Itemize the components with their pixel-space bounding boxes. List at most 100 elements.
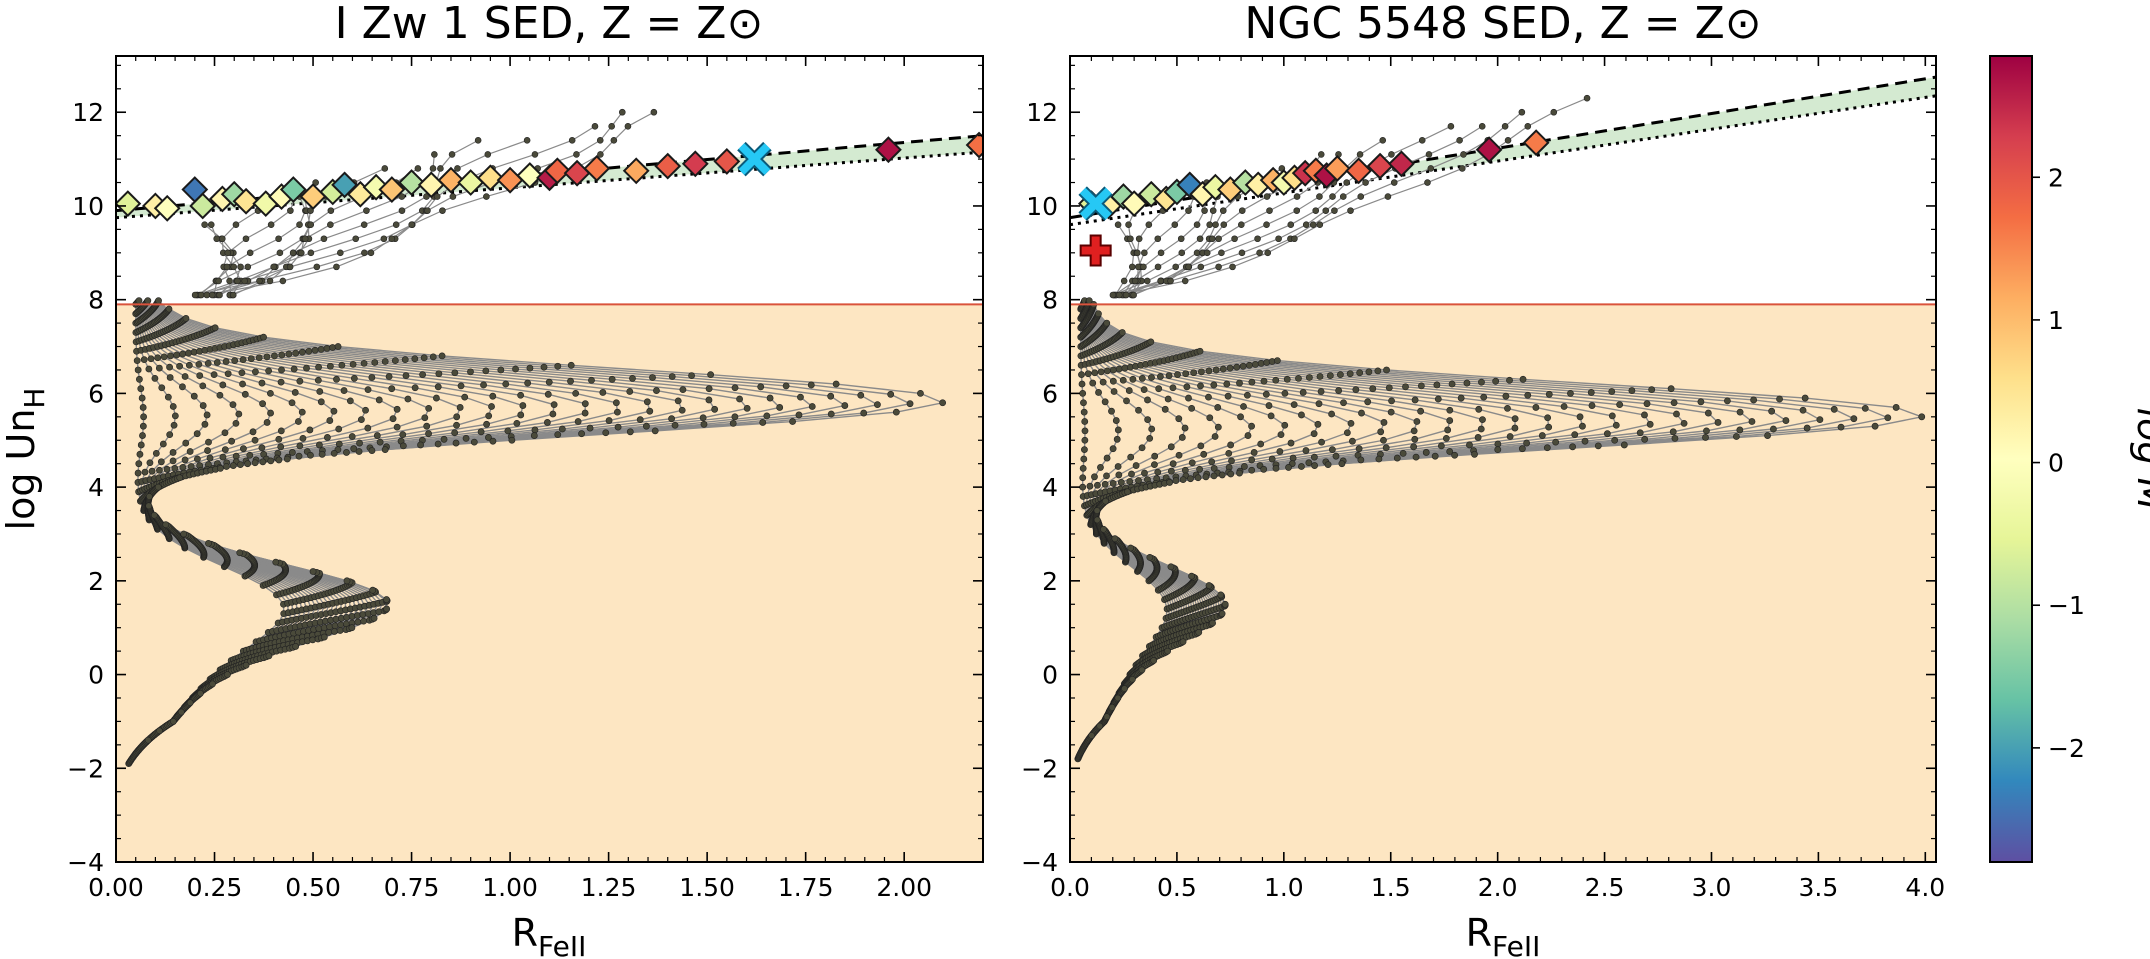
model-point [1671, 434, 1679, 442]
model-point [1402, 383, 1409, 391]
model-point [1641, 411, 1648, 419]
model-point [1388, 397, 1395, 405]
model-point [1380, 419, 1388, 426]
y-axis-label: log UnH [0, 388, 51, 531]
model-point [1248, 378, 1256, 386]
model-point [139, 422, 147, 430]
model-point-upper [1293, 193, 1301, 200]
model-point [399, 431, 407, 439]
model-point [1157, 373, 1164, 380]
model-point [1567, 389, 1574, 397]
model-point [1179, 638, 1187, 646]
model-point-upper [1583, 94, 1591, 102]
model-point [1243, 391, 1251, 399]
model-point-upper [1157, 277, 1164, 285]
source-diamond [713, 148, 741, 175]
shaded-region [116, 304, 983, 862]
model-point [526, 364, 534, 372]
model-point [348, 433, 356, 440]
model-point [196, 689, 204, 697]
model-point [1511, 424, 1519, 432]
x-tick-label: 1.0 [1264, 873, 1304, 902]
model-point [155, 364, 163, 372]
model-point [453, 421, 460, 429]
model-point [688, 372, 695, 379]
y-tick-label: −4 [67, 848, 104, 877]
model-point [1079, 464, 1087, 472]
model-point [1109, 445, 1117, 453]
model-point [1704, 409, 1712, 417]
x-tick-label: 4.0 [1905, 873, 1945, 902]
model-point [1628, 387, 1636, 394]
model-point [1519, 375, 1527, 383]
model-point-upper [392, 221, 400, 228]
model-point [1093, 507, 1101, 514]
model-point [1588, 402, 1596, 409]
model-point [356, 439, 363, 447]
model-point [1179, 476, 1187, 484]
model-point [1770, 425, 1777, 433]
model-point [1506, 376, 1513, 384]
model-point-upper [1125, 221, 1132, 228]
model-point-upper [1275, 235, 1282, 243]
model-point-upper [1424, 179, 1431, 186]
model-point [1167, 443, 1175, 451]
model-point [1643, 400, 1651, 408]
model-point [1228, 457, 1235, 465]
model-point [369, 586, 377, 594]
model-point-upper [1218, 249, 1225, 257]
model-point [1101, 398, 1109, 406]
model-point [335, 440, 343, 448]
model-point [1172, 477, 1180, 484]
model-point [636, 416, 644, 424]
model-point [305, 347, 313, 355]
model-point [440, 435, 448, 443]
model-point [1457, 394, 1465, 402]
model-point [1475, 405, 1483, 413]
model-point [1167, 467, 1175, 475]
model-point [588, 376, 595, 384]
model-point [699, 414, 707, 422]
model-point [181, 373, 189, 380]
model-point-upper [327, 221, 334, 228]
model-point [1299, 389, 1307, 396]
model-point [259, 400, 266, 408]
model-point [678, 406, 686, 414]
model-point-upper [448, 151, 456, 158]
source-diamond [1475, 136, 1503, 164]
model-point-upper [197, 291, 205, 299]
model-point [1437, 442, 1445, 450]
model-point [138, 394, 146, 402]
model-point [1314, 420, 1322, 428]
model-point [1078, 371, 1085, 379]
model-point [1871, 422, 1879, 430]
source-diamond [1323, 155, 1351, 182]
model-point-upper [327, 207, 335, 214]
model-point [1310, 430, 1318, 438]
model-point [892, 408, 900, 416]
model-point [193, 455, 201, 463]
model-point [1108, 407, 1115, 415]
model-point [1281, 421, 1289, 429]
model-point [485, 434, 492, 441]
model-point [246, 451, 254, 459]
model-point-upper [1219, 207, 1227, 214]
model-point [156, 466, 163, 474]
x-ticks: 0.0 0.5 1.0 1.5 2.0 2.5 3.0 3.5 4.0 [1050, 56, 1945, 902]
model-point [1298, 463, 1305, 470]
model-point [277, 427, 285, 435]
model-point-upper [1128, 263, 1136, 271]
model-point [1324, 461, 1332, 469]
model-point [338, 361, 346, 369]
model-point [354, 618, 362, 626]
model-point [1417, 382, 1425, 390]
model-point [145, 493, 153, 500]
model-point [404, 395, 412, 403]
model-point [239, 356, 247, 364]
model-point [1161, 405, 1169, 413]
model-point [614, 408, 621, 416]
model-point [1109, 377, 1117, 385]
model-point [1227, 441, 1235, 449]
model-point-upper [242, 235, 250, 243]
model-point [1097, 368, 1105, 376]
